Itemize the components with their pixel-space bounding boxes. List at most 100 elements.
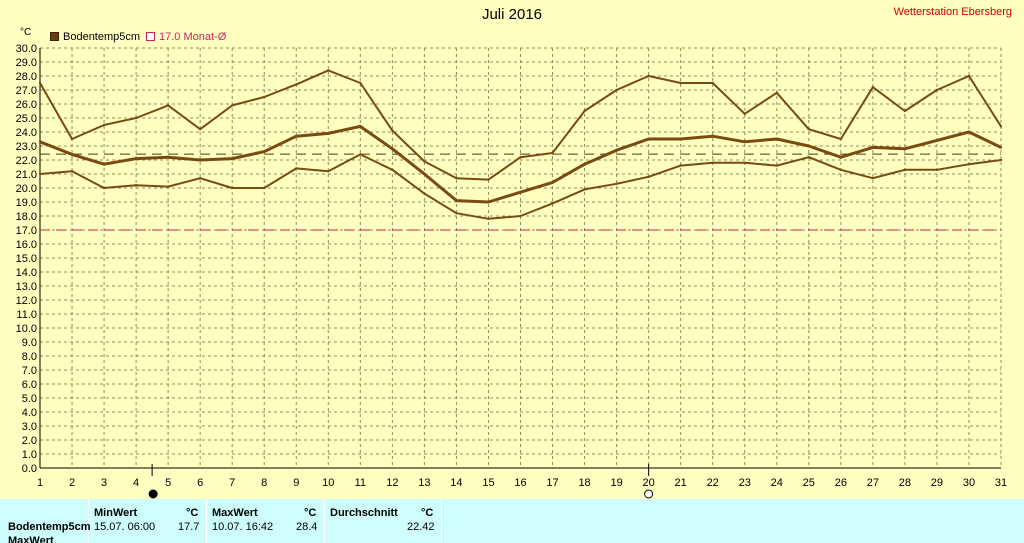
chart-title: Juli 2016 bbox=[481, 6, 543, 23]
data-point bbox=[327, 69, 330, 72]
data-point bbox=[519, 214, 522, 218]
data-point bbox=[102, 123, 106, 127]
new-moon-icon bbox=[148, 489, 158, 499]
data-point bbox=[839, 156, 843, 159]
table-divider bbox=[206, 499, 207, 543]
data-point bbox=[551, 181, 554, 184]
legend-label-bodentemp: Bodentemp5cm bbox=[63, 31, 141, 43]
x-tick-label: 29 bbox=[931, 477, 943, 489]
x-tick-label: 4 bbox=[133, 477, 139, 489]
data-point bbox=[359, 81, 362, 85]
data-point bbox=[807, 144, 810, 148]
y-tick-label: 17.0 bbox=[16, 225, 37, 237]
data-point bbox=[903, 168, 907, 171]
x-tick-label: 2 bbox=[69, 477, 75, 489]
data-point bbox=[134, 116, 138, 120]
data-point bbox=[295, 83, 298, 86]
y-tick-label: 8.0 bbox=[22, 351, 37, 363]
data-point bbox=[839, 168, 843, 171]
y-tick-label: 13.0 bbox=[16, 281, 37, 293]
data-point bbox=[743, 161, 746, 164]
data-point bbox=[519, 156, 522, 159]
x-tick-label: 28 bbox=[899, 477, 911, 489]
data-point bbox=[711, 135, 714, 138]
y-tick-label: 4.0 bbox=[22, 407, 37, 419]
x-tick-label: 23 bbox=[739, 477, 751, 489]
data-point bbox=[295, 167, 298, 170]
y-tick-label: 29.0 bbox=[16, 57, 37, 69]
data-point bbox=[967, 163, 971, 166]
data-point bbox=[231, 186, 234, 190]
y-tick-label: 30.0 bbox=[16, 43, 37, 55]
x-tick-label: 12 bbox=[386, 477, 398, 489]
legend-swatch-bodentemp bbox=[50, 32, 59, 41]
data-point bbox=[231, 104, 234, 107]
header-min-unit: °C bbox=[186, 507, 199, 519]
y-tick-label: 14.0 bbox=[16, 267, 37, 279]
data-point bbox=[967, 130, 971, 134]
stats-table: MinWert °C MaxWert °C Durchschnitt °C Bo… bbox=[0, 499, 1024, 543]
x-tick-label: 31 bbox=[995, 477, 1007, 489]
data-point bbox=[775, 137, 778, 141]
y-tick-label: 6.0 bbox=[22, 379, 37, 391]
x-tick-label: 13 bbox=[418, 477, 430, 489]
y-tick-label: 5.0 bbox=[22, 393, 37, 405]
min-value: 17.7 bbox=[178, 521, 200, 533]
x-tick-label: 25 bbox=[803, 477, 815, 489]
legend-label-monat-avg: 17.0 Monat-Ø bbox=[159, 31, 227, 43]
data-point bbox=[551, 202, 554, 205]
chart-area: 0.01.02.03.04.05.06.07.08.09.010.011.012… bbox=[16, 43, 1007, 499]
y-tick-label: 21.0 bbox=[16, 169, 37, 181]
data-point bbox=[38, 172, 42, 176]
header-minwert: MinWert bbox=[94, 507, 138, 519]
data-point bbox=[455, 199, 458, 202]
data-point bbox=[583, 188, 586, 191]
x-tick-label: 16 bbox=[514, 477, 526, 489]
max-value: 28.4 bbox=[296, 521, 318, 533]
x-tick-label: 19 bbox=[610, 477, 622, 489]
y-tick-label: 12.0 bbox=[16, 295, 37, 307]
data-point bbox=[327, 132, 330, 135]
data-point bbox=[999, 158, 1003, 162]
header-max-unit: °C bbox=[304, 507, 317, 519]
data-point bbox=[807, 156, 810, 159]
data-point bbox=[615, 182, 618, 185]
data-point bbox=[807, 128, 810, 131]
data-point bbox=[679, 164, 682, 167]
x-tick-label: 3 bbox=[101, 477, 107, 489]
data-point bbox=[70, 153, 74, 156]
x-tick-label: 26 bbox=[835, 477, 847, 489]
x-tick-label: 30 bbox=[963, 477, 975, 489]
data-point bbox=[743, 112, 746, 116]
data-point bbox=[583, 163, 586, 166]
data-point bbox=[647, 175, 650, 178]
data-point bbox=[903, 147, 907, 150]
data-point bbox=[647, 137, 650, 141]
legend-item-monat-avg: 17.0 Monat-Ø bbox=[146, 31, 226, 44]
data-point bbox=[423, 172, 426, 176]
x-tick-label: 7 bbox=[229, 477, 235, 489]
data-point bbox=[263, 150, 266, 153]
data-point bbox=[198, 128, 202, 131]
data-point bbox=[102, 186, 106, 190]
y-tick-label: 0.0 bbox=[22, 463, 37, 475]
x-tick-label: 21 bbox=[675, 477, 687, 489]
data-point bbox=[198, 158, 202, 162]
y-tick-label: 20.0 bbox=[16, 183, 37, 195]
data-point bbox=[647, 74, 650, 78]
data-point bbox=[102, 163, 106, 166]
table-divider bbox=[324, 499, 325, 543]
y-tick-label: 1.0 bbox=[22, 449, 37, 461]
data-point bbox=[999, 146, 1003, 149]
data-point bbox=[166, 156, 170, 159]
data-point bbox=[455, 212, 458, 215]
x-tick-label: 27 bbox=[867, 477, 879, 489]
data-point bbox=[391, 129, 394, 132]
max-time: 10.07. 16:42 bbox=[212, 521, 274, 533]
y-tick-label: 15.0 bbox=[16, 253, 37, 265]
x-tick-label: 22 bbox=[707, 477, 719, 489]
data-point bbox=[967, 74, 971, 78]
data-point bbox=[423, 192, 426, 195]
y-tick-label: 11.0 bbox=[16, 309, 37, 321]
data-point bbox=[198, 177, 202, 180]
